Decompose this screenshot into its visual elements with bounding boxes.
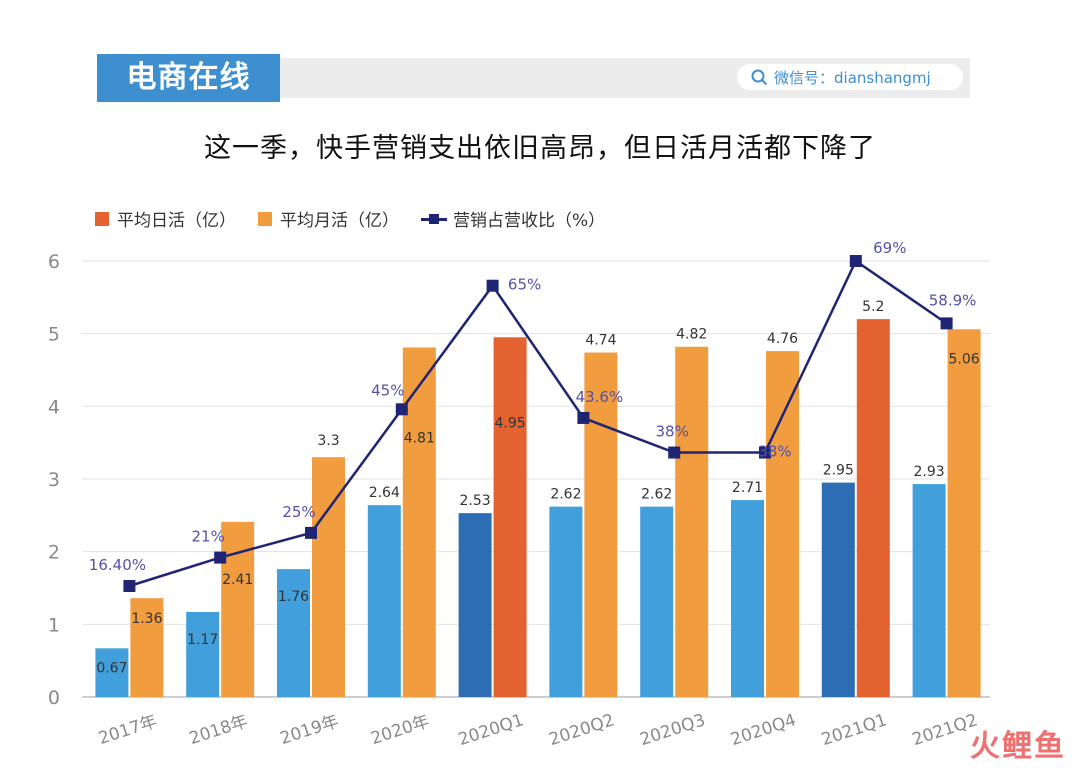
bar-mau xyxy=(130,598,164,697)
search-icon xyxy=(751,69,768,86)
bar-dau xyxy=(186,611,220,697)
legend-swatch-mau xyxy=(258,211,272,226)
bar-mau xyxy=(493,337,527,697)
x-tick-label: 2020Q1 xyxy=(456,710,526,750)
x-tick-label: 2020年 xyxy=(369,711,432,749)
data-label-dau: 2.93 xyxy=(914,464,945,480)
legend-label-dau: 平均日活（亿） xyxy=(117,211,236,231)
legend-label-mau: 平均月活（亿） xyxy=(280,211,399,231)
y-tick-label: 3 xyxy=(48,469,60,491)
ratio-marker xyxy=(668,446,681,459)
legend-item-dau: 平均日活（亿） xyxy=(95,206,236,231)
data-label-ratio: 45% xyxy=(371,381,404,399)
bar-dau xyxy=(912,484,946,697)
bar-dau xyxy=(549,506,583,697)
x-tick-label: 2020Q3 xyxy=(637,710,707,750)
data-label-ratio: 21% xyxy=(192,528,225,546)
data-label-mau: 5.2 xyxy=(862,299,884,315)
data-label-ratio: 25% xyxy=(282,503,315,521)
data-label-mau: 4.81 xyxy=(404,430,435,446)
x-tick-label: 2017年 xyxy=(96,711,159,749)
data-label-ratio: 16.40% xyxy=(89,556,146,574)
data-label-dau: 1.76 xyxy=(278,589,309,605)
data-label-ratio: 58.9% xyxy=(929,291,977,309)
ratio-marker xyxy=(486,279,499,292)
data-label-mau: 5.06 xyxy=(949,351,980,367)
ratio-marker xyxy=(395,403,408,416)
data-label-mau: 3.3 xyxy=(317,433,339,449)
data-label-dau: 2.53 xyxy=(460,493,491,509)
brand-logo: 电商在线 xyxy=(97,54,280,102)
bar-dau xyxy=(95,648,129,697)
ratio-marker xyxy=(759,446,771,459)
bar-dau xyxy=(821,482,855,697)
bar-dau xyxy=(640,506,674,697)
ratio-marker xyxy=(849,255,862,267)
data-label-ratio: 65% xyxy=(508,276,541,294)
bar-mau xyxy=(675,346,709,697)
data-label-dau: 2.62 xyxy=(641,487,672,503)
ratio-marker xyxy=(214,551,227,564)
data-label-mau: 2.41 xyxy=(222,572,253,588)
bar-mau xyxy=(584,352,618,697)
ratio-line xyxy=(129,259,948,588)
bar-mau xyxy=(312,457,345,697)
bar-dau xyxy=(731,500,764,697)
x-tick-label: 2019年 xyxy=(278,711,341,749)
y-tick-label: 6 xyxy=(48,251,60,273)
legend-swatch-dau xyxy=(95,211,109,226)
bar-mau xyxy=(402,347,436,697)
data-label-ratio: 38% xyxy=(656,423,689,441)
bar-dau xyxy=(458,513,492,697)
ratio-marker xyxy=(940,317,953,330)
chart-title: 这一季，快手营销支出依旧高昂，但日活月活都下降了 xyxy=(204,133,876,164)
legend-label-ratio: 营销占营收比（%） xyxy=(453,211,606,231)
ratio-marker xyxy=(577,411,590,424)
x-tick-label: 2018年 xyxy=(187,711,250,749)
data-label-mau: 4.82 xyxy=(676,327,707,343)
y-tick-label: 5 xyxy=(48,324,60,346)
bar-mau xyxy=(947,329,981,697)
bar-dau xyxy=(277,569,310,697)
watermark-text: 火鲤鱼 xyxy=(970,729,1066,764)
data-label-dau: 0.67 xyxy=(96,660,127,676)
data-label-dau: 1.17 xyxy=(187,632,218,648)
x-tick-label: 2020Q4 xyxy=(728,710,798,750)
bar-mau xyxy=(856,319,890,697)
legend-swatch-ratio xyxy=(421,212,447,226)
y-tick-label: 1 xyxy=(48,614,60,636)
wechat-search-box[interactable]: 微信号：dianshangmj xyxy=(737,64,963,90)
data-label-mau: 4.76 xyxy=(767,331,798,347)
x-tick-label: 2021Q1 xyxy=(819,710,889,750)
data-label-dau: 2.71 xyxy=(732,480,763,496)
data-label-ratio: 69% xyxy=(873,239,906,257)
y-tick-label: 2 xyxy=(48,542,60,564)
bar-dau xyxy=(367,505,401,697)
data-label-ratio: 38% xyxy=(758,443,791,461)
x-tick-label: 2020Q2 xyxy=(547,710,617,750)
bar-mau xyxy=(766,351,799,697)
ratio-marker xyxy=(123,580,136,592)
data-label-mau: 1.36 xyxy=(131,611,162,627)
data-label-mau: 4.95 xyxy=(495,415,526,431)
wechat-id: 微信号：dianshangmj xyxy=(774,68,931,87)
legend-item-ratio: 营销占营收比（%） xyxy=(421,206,605,231)
watermark-logo: 火鲤鱼 xyxy=(970,721,1066,765)
data-label-dau: 2.64 xyxy=(369,485,400,501)
y-tick-label: 4 xyxy=(48,396,60,418)
bar-mau xyxy=(221,521,255,697)
y-tick-label: 0 xyxy=(48,687,60,709)
legend-item-mau: 平均月活（亿） xyxy=(258,206,399,231)
ratio-marker xyxy=(305,526,317,539)
data-label-mau: 4.74 xyxy=(585,333,616,349)
chart-legend: 平均日活（亿） 平均月活（亿） 营销占营收比（%） xyxy=(95,206,627,231)
data-label-dau: 2.95 xyxy=(823,463,854,479)
data-label-dau: 2.62 xyxy=(550,487,581,503)
data-label-ratio: 43.6% xyxy=(576,388,624,406)
